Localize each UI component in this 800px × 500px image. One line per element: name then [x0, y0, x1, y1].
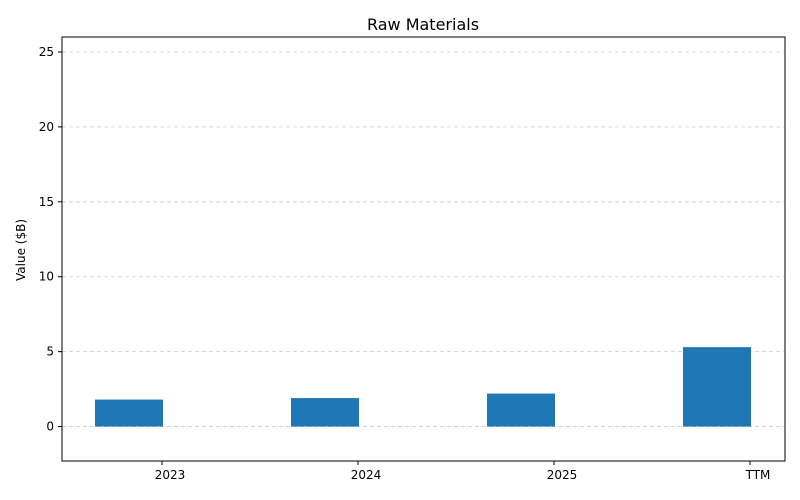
bar — [95, 399, 163, 427]
bars-layer — [95, 347, 751, 427]
y-tick-label: 5 — [46, 345, 54, 359]
x-tick-label: TTM — [745, 468, 771, 482]
y-tick-label: 0 — [46, 420, 54, 434]
y-axis-label: Value ($B) — [14, 219, 28, 281]
plot-frame — [61, 36, 786, 462]
x-tick-label: 2024 — [351, 468, 382, 482]
bar — [291, 398, 359, 427]
grid-layer — [62, 51, 785, 427]
bar — [487, 393, 555, 427]
x-tick-label: 2023 — [155, 468, 186, 482]
y-tick-label: 15 — [39, 195, 54, 209]
y-tick-label: 25 — [39, 45, 54, 59]
y-tick-label: 20 — [39, 120, 54, 134]
y-tick-label: 10 — [39, 270, 54, 284]
chart-title: Raw Materials — [367, 15, 479, 34]
x-tick-label: 2025 — [547, 468, 578, 482]
bar — [683, 347, 751, 427]
